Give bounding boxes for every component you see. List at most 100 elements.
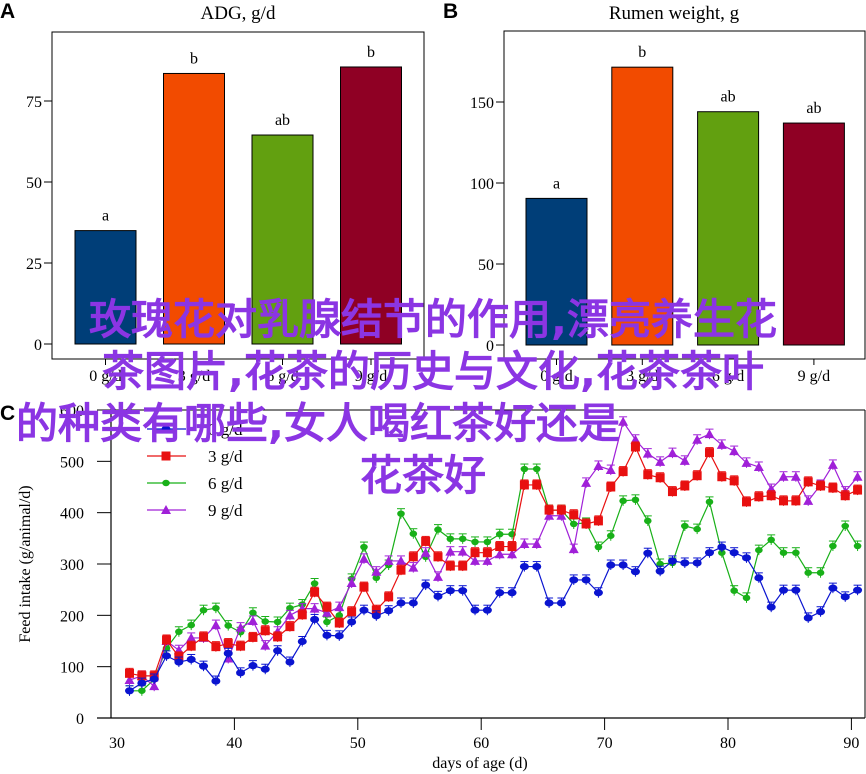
data-point xyxy=(803,495,814,505)
data-point xyxy=(138,687,146,694)
data-point xyxy=(458,587,468,595)
panel-a-y-tick-label: 75 xyxy=(26,94,42,111)
data-point xyxy=(334,632,344,640)
data-point xyxy=(174,658,184,666)
data-point xyxy=(445,587,455,595)
data-point xyxy=(520,465,529,473)
panel-c-x-tick-label: 80 xyxy=(720,735,736,752)
data-point xyxy=(483,538,492,546)
data-point xyxy=(125,687,135,695)
panel-b-y-tick-label: 50 xyxy=(478,257,494,274)
panel-a-y-tick-label: 25 xyxy=(26,256,42,273)
panel-c-y-tick-label: 100 xyxy=(60,660,84,677)
data-point xyxy=(420,547,431,557)
data-point xyxy=(718,549,726,556)
data-point xyxy=(286,604,294,612)
data-point xyxy=(692,471,702,481)
data-point xyxy=(408,552,418,562)
data-point xyxy=(162,652,172,660)
panel-c-y-tick-label: 600 xyxy=(60,403,84,420)
data-point xyxy=(852,471,863,481)
data-point xyxy=(433,592,443,600)
data-point xyxy=(186,655,196,664)
data-point xyxy=(827,459,838,469)
data-point xyxy=(755,546,763,554)
data-point xyxy=(334,602,345,612)
data-point xyxy=(323,618,331,626)
data-point xyxy=(421,536,431,546)
data-point xyxy=(371,612,381,620)
data-point xyxy=(519,480,529,490)
data-point xyxy=(790,471,801,481)
data-point xyxy=(310,615,320,624)
data-point xyxy=(212,604,220,612)
data-point xyxy=(593,460,604,470)
data-point xyxy=(606,532,615,539)
data-point xyxy=(445,561,455,571)
panel-c-y-tick-label: 300 xyxy=(60,557,84,574)
data-point xyxy=(741,457,752,467)
data-point xyxy=(619,497,627,505)
data-point xyxy=(125,668,135,678)
legend-marker xyxy=(161,425,171,433)
data-point xyxy=(395,555,406,565)
data-point xyxy=(594,543,603,551)
data-point xyxy=(544,510,555,520)
data-point xyxy=(186,632,197,642)
panel-b-x-tick-label: 6 g/d xyxy=(712,368,744,385)
data-point xyxy=(792,549,800,556)
data-point xyxy=(137,671,147,681)
data-point xyxy=(631,496,640,504)
data-point xyxy=(556,599,566,607)
data-point xyxy=(816,608,826,616)
data-point xyxy=(655,473,665,483)
panel-c-x-tick-label: 50 xyxy=(350,735,366,752)
series-3-g-d xyxy=(125,441,863,681)
data-point xyxy=(260,665,270,673)
panel-a-bar xyxy=(163,72,225,345)
data-point xyxy=(162,635,172,645)
panel-b-y-tick-label: 100 xyxy=(470,176,494,193)
panel-b-plot-frame xyxy=(503,30,866,360)
data-point xyxy=(470,606,480,614)
data-point xyxy=(434,526,442,533)
data-point xyxy=(507,542,517,552)
data-point xyxy=(124,675,135,685)
data-point xyxy=(729,476,739,486)
data-point xyxy=(175,628,183,635)
data-point xyxy=(371,566,382,576)
panel-b-bar xyxy=(611,66,674,346)
data-point xyxy=(507,549,518,559)
data-point xyxy=(335,612,344,619)
data-point xyxy=(211,677,221,685)
panel-c-x-tick-label: 90 xyxy=(843,735,859,752)
data-point xyxy=(149,675,159,683)
data-point xyxy=(618,416,629,426)
panel-b-x-tick-label: 9 g/d xyxy=(798,368,830,385)
data-point xyxy=(384,592,394,602)
data-point xyxy=(359,606,369,614)
panel-a-x-tick-label: 3 g/d xyxy=(178,368,210,385)
data-point xyxy=(149,681,160,691)
data-point xyxy=(593,516,603,526)
panel-a-y-tick-label: 0 xyxy=(34,337,42,354)
series-line xyxy=(129,546,858,692)
data-point xyxy=(247,615,258,625)
panel-c-y-axis-label: Feed intake (g/animal/d) xyxy=(17,485,34,642)
data-point xyxy=(680,559,690,567)
panel-a-bar xyxy=(74,230,137,345)
data-point xyxy=(285,622,295,632)
data-point xyxy=(730,587,738,594)
data-point xyxy=(556,505,566,515)
data-point xyxy=(310,580,319,587)
legend-label: 0 g/d xyxy=(208,420,243,439)
data-point xyxy=(681,522,689,530)
data-point xyxy=(433,552,443,562)
series-0-g-d xyxy=(125,541,863,696)
data-point xyxy=(224,622,233,629)
panel-b-significance-label: a xyxy=(553,175,560,192)
data-point xyxy=(260,640,271,650)
legend-marker xyxy=(162,479,170,487)
data-point xyxy=(223,639,233,649)
